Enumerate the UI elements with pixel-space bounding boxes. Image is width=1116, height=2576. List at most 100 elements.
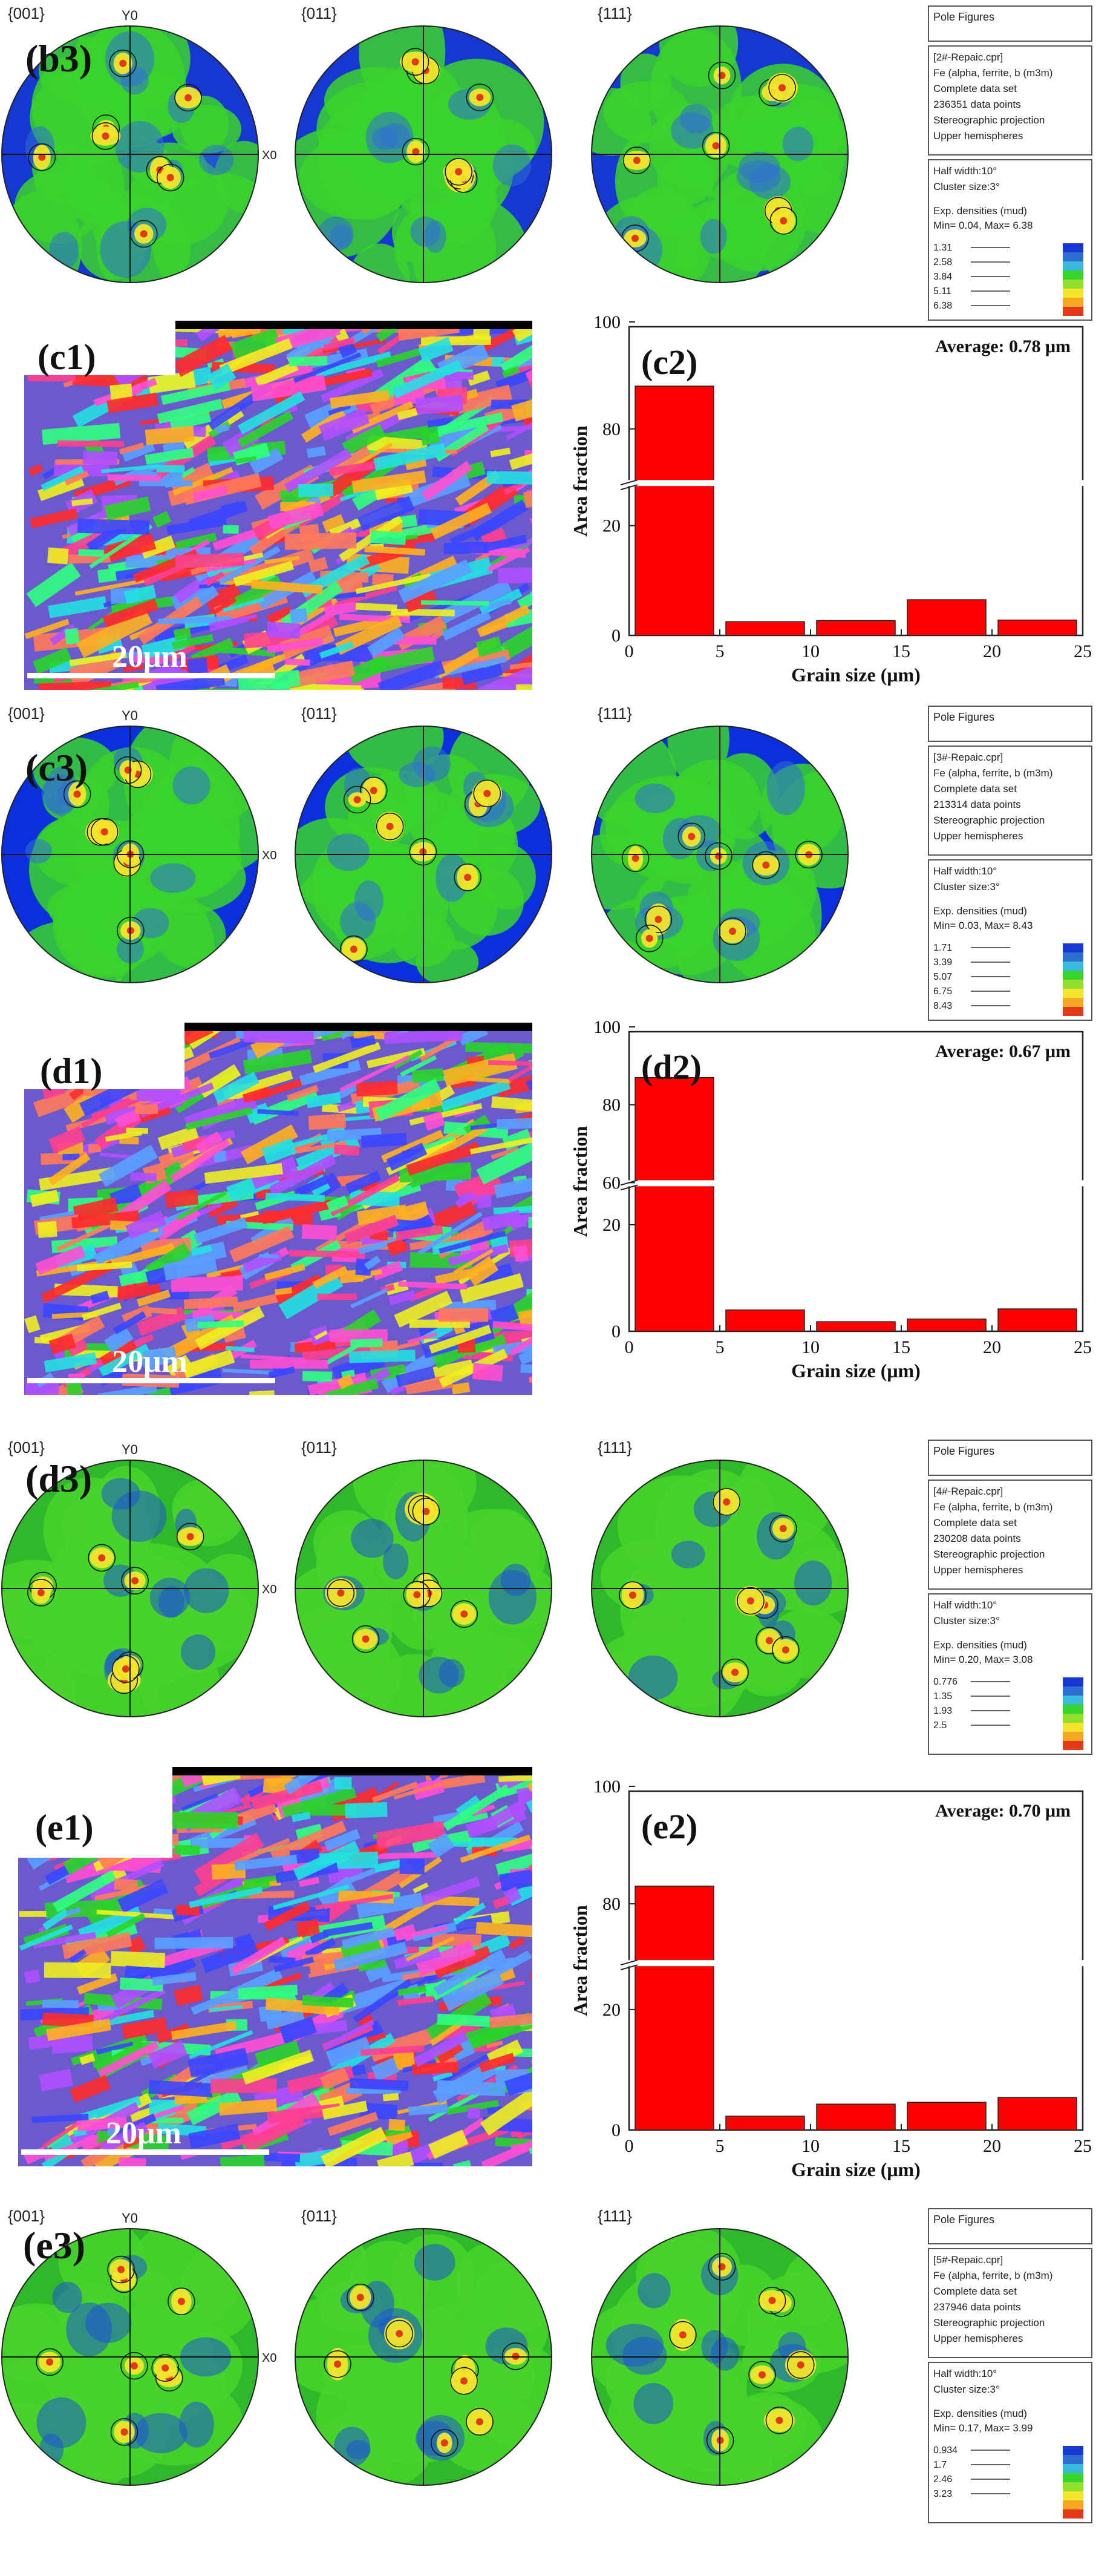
density-blob — [679, 103, 713, 134]
histogram-bar — [725, 1309, 805, 1332]
density-blob — [492, 144, 532, 186]
density-peak — [73, 790, 81, 798]
x-tick-label: 5 — [716, 1337, 725, 1357]
y0-label: Y0 — [122, 8, 138, 23]
density-peak — [628, 1591, 636, 1599]
density-peak — [483, 790, 491, 798]
pole-figure-outline — [295, 25, 552, 283]
density-level: 2.58 — [933, 257, 952, 267]
info-points: 213314 data points — [933, 799, 1021, 810]
pole-label: {111} — [598, 4, 632, 22]
contour-line — [758, 2286, 786, 2315]
color-scale-swatch — [1063, 980, 1083, 989]
x-tick-label: 25 — [1074, 1337, 1092, 1357]
density-blob — [659, 26, 739, 87]
density-blob — [628, 1655, 678, 1700]
pole-figure-outline — [295, 2228, 552, 2486]
color-scale-swatch — [1063, 2464, 1083, 2473]
y-tick-label: 60 — [602, 1173, 621, 1193]
x-tick-label: 25 — [1074, 2136, 1092, 2156]
density-blob — [468, 1636, 537, 1697]
average-label: Average: 0.70 μm — [935, 1801, 1071, 1821]
color-scale-swatch — [1063, 962, 1083, 971]
x-axis-label: Grain size (μm) — [791, 2158, 921, 2180]
pole-figure-info-box: Pole Figures [4#-Repaic.cpr] Fe (alpha, fe… — [928, 1440, 1092, 1755]
density-blob — [633, 2382, 674, 2425]
pole-figure-info-box: Pole Figures [5#-Repaic.cpr] Fe (alpha, fe… — [928, 2208, 1092, 2523]
pole-figure-outline — [591, 1460, 849, 1717]
density-blob — [68, 175, 114, 217]
contour-line — [346, 2283, 374, 2312]
pole-label: {111} — [598, 2207, 632, 2225]
color-scale-swatch — [1063, 1732, 1083, 1741]
density-peak — [455, 168, 463, 175]
info-cluster: Cluster size:3° — [933, 881, 1000, 893]
pole-figure-row: {001} Y0 X0 {011} {111} (e3) Pole Figures [5#-R… — [1, 2207, 1092, 2523]
density-minmax: Min= 0.17, Max= 3.99 — [933, 2422, 1033, 2434]
density-blob — [414, 2244, 455, 2281]
color-scale-swatch — [1063, 952, 1083, 962]
density-level: 3.84 — [933, 272, 952, 282]
histogram-bar — [997, 1308, 1077, 1332]
map-label: (d1) — [40, 1051, 102, 1091]
info-phase: Fe (alpha, ferrite, b (m3m) — [933, 2270, 1052, 2281]
density-peak — [98, 1554, 106, 1562]
contour-line — [501, 2342, 530, 2370]
density-peak — [460, 2377, 468, 2385]
average-label: Average: 0.78 μm — [935, 336, 1071, 356]
contour-line — [669, 2321, 697, 2349]
density-peak — [645, 934, 653, 942]
y-tick-label: 80 — [602, 419, 621, 439]
pole-label: {011} — [301, 704, 337, 723]
density-peak — [413, 1591, 421, 1599]
info-points: 237946 data points — [933, 2301, 1021, 2313]
contour-line — [156, 163, 184, 192]
contour-line — [90, 818, 119, 846]
pole-label: {001} — [8, 704, 45, 723]
x-tick-label: 20 — [983, 2136, 1001, 2156]
density-peak — [746, 1597, 754, 1605]
info-phase: Fe (alpha, ferrite, b (m3m) — [933, 1501, 1052, 1513]
info-hemisphere: Upper hemispheres — [933, 130, 1023, 142]
pole-figure-outline — [295, 1460, 552, 1717]
contour-line — [151, 2354, 179, 2382]
density-blob — [150, 863, 196, 893]
density-title: Exp. densities (mud) — [933, 905, 1027, 917]
pole-label: {011} — [301, 2207, 337, 2225]
info-projection: Stereographic projection — [933, 2317, 1045, 2329]
x-tick-label: 0 — [625, 641, 634, 661]
pole-figure-disc — [295, 726, 552, 983]
density-level: 5.07 — [933, 972, 952, 982]
contour-line — [787, 2351, 815, 2379]
contour-line — [376, 813, 404, 841]
contour-line — [91, 122, 120, 150]
density-level: 6.38 — [933, 301, 952, 311]
x0-label: X0 — [262, 1583, 276, 1596]
density-level: 3.23 — [933, 2489, 952, 2499]
info-dataset: Complete data set — [933, 1517, 1017, 1529]
contour-line — [765, 2407, 794, 2434]
axis-break-mark — [620, 1959, 638, 1966]
color-scale-swatch — [1063, 1007, 1083, 1016]
contour-line — [120, 2352, 148, 2380]
density-peak — [723, 1498, 731, 1506]
density-title: Exp. densities (mud) — [933, 1639, 1027, 1651]
map-histogram-row: (e1) 20μm 0 5 10 15 20 25 0 20 80 100 Grain size (μm… — [0, 1764, 1095, 2180]
color-scale-swatch — [1063, 1696, 1083, 1705]
chart-label: (d2) — [641, 1047, 702, 1087]
x-tick-label: 20 — [983, 641, 1001, 661]
x-tick-label: 15 — [892, 1337, 910, 1357]
density-peak — [460, 1610, 468, 1618]
contour-line — [107, 2255, 135, 2284]
pole-figure-outline — [591, 2228, 849, 2486]
info-half_width: Half width:10° — [933, 865, 997, 877]
info-cluster: Cluster size:3° — [933, 181, 1000, 192]
density-peak — [362, 1635, 370, 1643]
density-blob — [172, 766, 210, 805]
x-tick-label: 10 — [801, 1337, 820, 1357]
x0-label: X0 — [262, 849, 276, 862]
map-label: (e1) — [35, 1807, 94, 1847]
density-peak — [140, 230, 148, 238]
density-peak — [654, 916, 662, 923]
contour-line — [28, 143, 56, 171]
